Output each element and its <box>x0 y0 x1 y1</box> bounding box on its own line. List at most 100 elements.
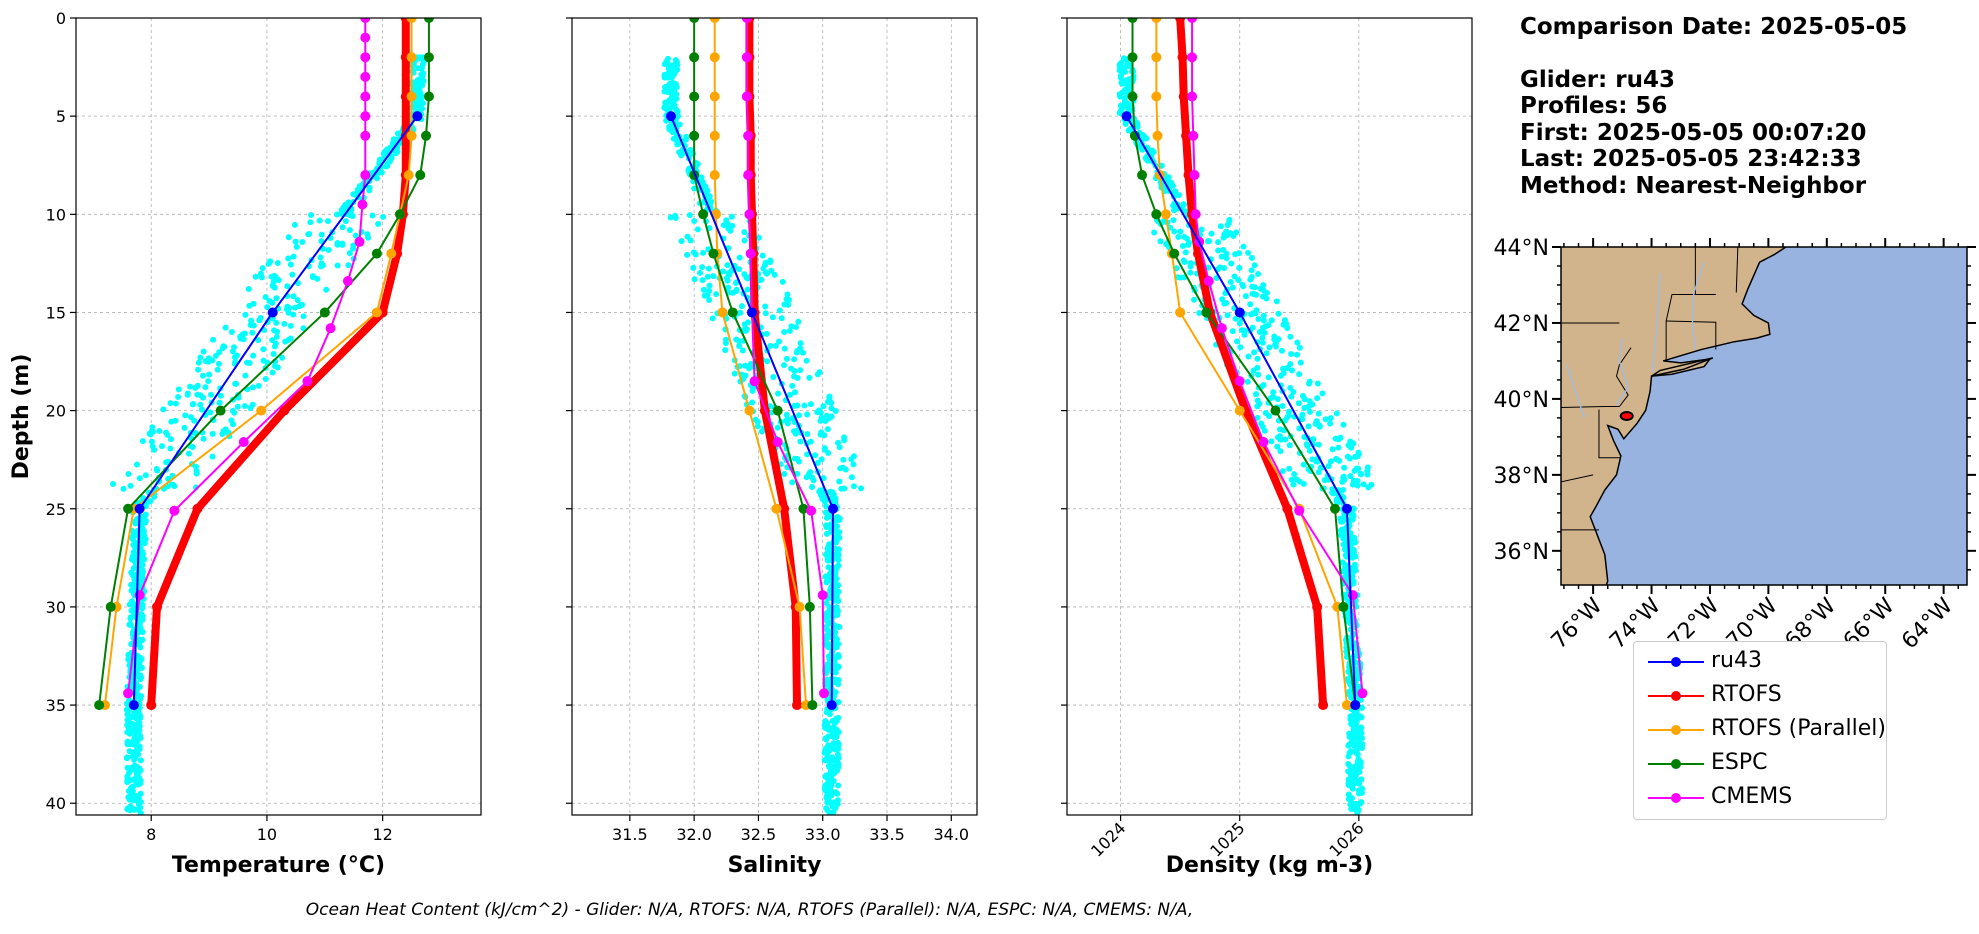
glider-observation-point <box>763 330 770 337</box>
glider-observation-point <box>250 322 257 329</box>
data-point <box>1350 700 1361 711</box>
series-line-ru43 <box>1125 115 1357 706</box>
glider-observation-point <box>1314 395 1321 402</box>
glider-observation-point <box>342 218 349 225</box>
legend-label: ru43 <box>1711 648 1762 673</box>
data-point <box>1216 323 1227 334</box>
glider-observation-point <box>294 297 301 304</box>
glider-observation-point <box>1251 349 1258 356</box>
y-tick-label: 15 <box>46 303 66 322</box>
legend-label: CMEMS <box>1711 784 1793 809</box>
glider-observation-point <box>200 435 207 442</box>
glider-observation-point <box>249 329 256 336</box>
glider-observation-point <box>789 479 796 486</box>
glider-observation-point <box>1274 443 1281 450</box>
glider-observation-point <box>1251 291 1258 298</box>
x-tick-label: 1024 <box>1087 818 1129 860</box>
glider-observation-point <box>239 331 246 338</box>
glider-observation-point <box>763 270 770 277</box>
glider-observation-point <box>771 271 778 278</box>
glider-observation-point <box>794 402 801 409</box>
glider-observation-point <box>1179 243 1186 250</box>
glider-observation-point <box>1306 380 1313 387</box>
glider-observation-point <box>738 303 745 310</box>
glider-observation-point <box>768 267 775 274</box>
glider-observation-point <box>1290 388 1297 395</box>
glider-observation-point <box>352 232 359 239</box>
glider-observation-point <box>828 552 835 559</box>
data-point <box>1341 503 1352 514</box>
series-line-ru43 <box>670 115 834 706</box>
series-line-cmems <box>1191 18 1364 694</box>
glider-observation-point <box>314 275 321 282</box>
glider-observation-point <box>1120 88 1127 95</box>
glider-observation-point <box>1226 216 1233 223</box>
glider-observation-point <box>690 264 697 271</box>
glider-observation-point <box>791 356 798 363</box>
river <box>1566 364 1586 419</box>
glider-observation-point <box>741 271 748 278</box>
glider-observation-point <box>706 297 713 304</box>
glider-observation-point <box>704 273 711 280</box>
glider-observation-point <box>829 754 836 761</box>
glider-observation-point <box>835 699 842 706</box>
data-point <box>1121 111 1132 122</box>
glider-observation-point <box>749 387 756 394</box>
glider-observation-point <box>1218 253 1225 260</box>
glider-observation-point <box>835 550 842 557</box>
data-point <box>360 71 371 82</box>
glider-observation-point <box>136 693 143 700</box>
glider-observation-point <box>273 295 280 302</box>
data-point <box>423 91 434 102</box>
glider-observation-point <box>671 135 678 142</box>
glider-observation-point <box>826 394 833 401</box>
glider-observation-point <box>769 314 776 321</box>
glider-observation-point <box>222 324 229 331</box>
glider-observation-point <box>1198 226 1205 233</box>
glider-observation-point <box>167 400 174 407</box>
glider-observation-point <box>781 328 788 335</box>
glider-observation-point <box>124 721 131 728</box>
glider-observation-point <box>674 140 681 147</box>
data-point <box>357 199 368 210</box>
glider-observation-point <box>333 211 340 218</box>
data-point <box>1201 307 1212 318</box>
glider-observation-point <box>825 742 832 749</box>
data-point <box>1189 170 1200 181</box>
glider-observation-point <box>300 325 307 332</box>
glider-observation-point <box>710 273 717 280</box>
state-border <box>1598 409 1621 459</box>
glider-observation-point <box>691 185 698 192</box>
glider-observation-point <box>290 293 297 300</box>
glider-observation-point <box>1315 441 1322 448</box>
glider-observation-point <box>231 409 238 416</box>
map-lat-label: 44°N <box>1494 236 1549 261</box>
data-point <box>1312 601 1323 612</box>
glider-observation-point <box>1253 307 1260 314</box>
glider-observation-point <box>723 275 730 282</box>
glider-observation-point <box>838 485 845 492</box>
glider-observation-point <box>1144 157 1151 164</box>
data-point <box>238 437 249 448</box>
glider-observation-point <box>418 71 425 78</box>
data-point <box>325 323 336 334</box>
glider-observation-point <box>725 284 732 291</box>
glider-observation-point <box>1125 80 1132 87</box>
glider-observation-point <box>1275 310 1282 317</box>
glider-observation-point <box>841 434 848 441</box>
data-point <box>741 52 752 63</box>
state-border <box>1615 347 1632 407</box>
glider-observation-point <box>1351 741 1358 748</box>
glider-observation-point <box>661 104 668 111</box>
glider-observation-point <box>824 550 831 557</box>
glider-observation-point <box>692 251 699 258</box>
glider-observation-point <box>216 399 223 406</box>
glider-observation-point <box>1306 408 1313 415</box>
glider-observation-point <box>215 360 222 367</box>
glider-observation-point <box>300 313 307 320</box>
glider-observation-point <box>241 403 248 410</box>
series-line-espc <box>1131 18 1357 706</box>
info-spacer <box>1520 41 1960 67</box>
data-point <box>1181 130 1192 141</box>
data-point <box>717 307 728 318</box>
